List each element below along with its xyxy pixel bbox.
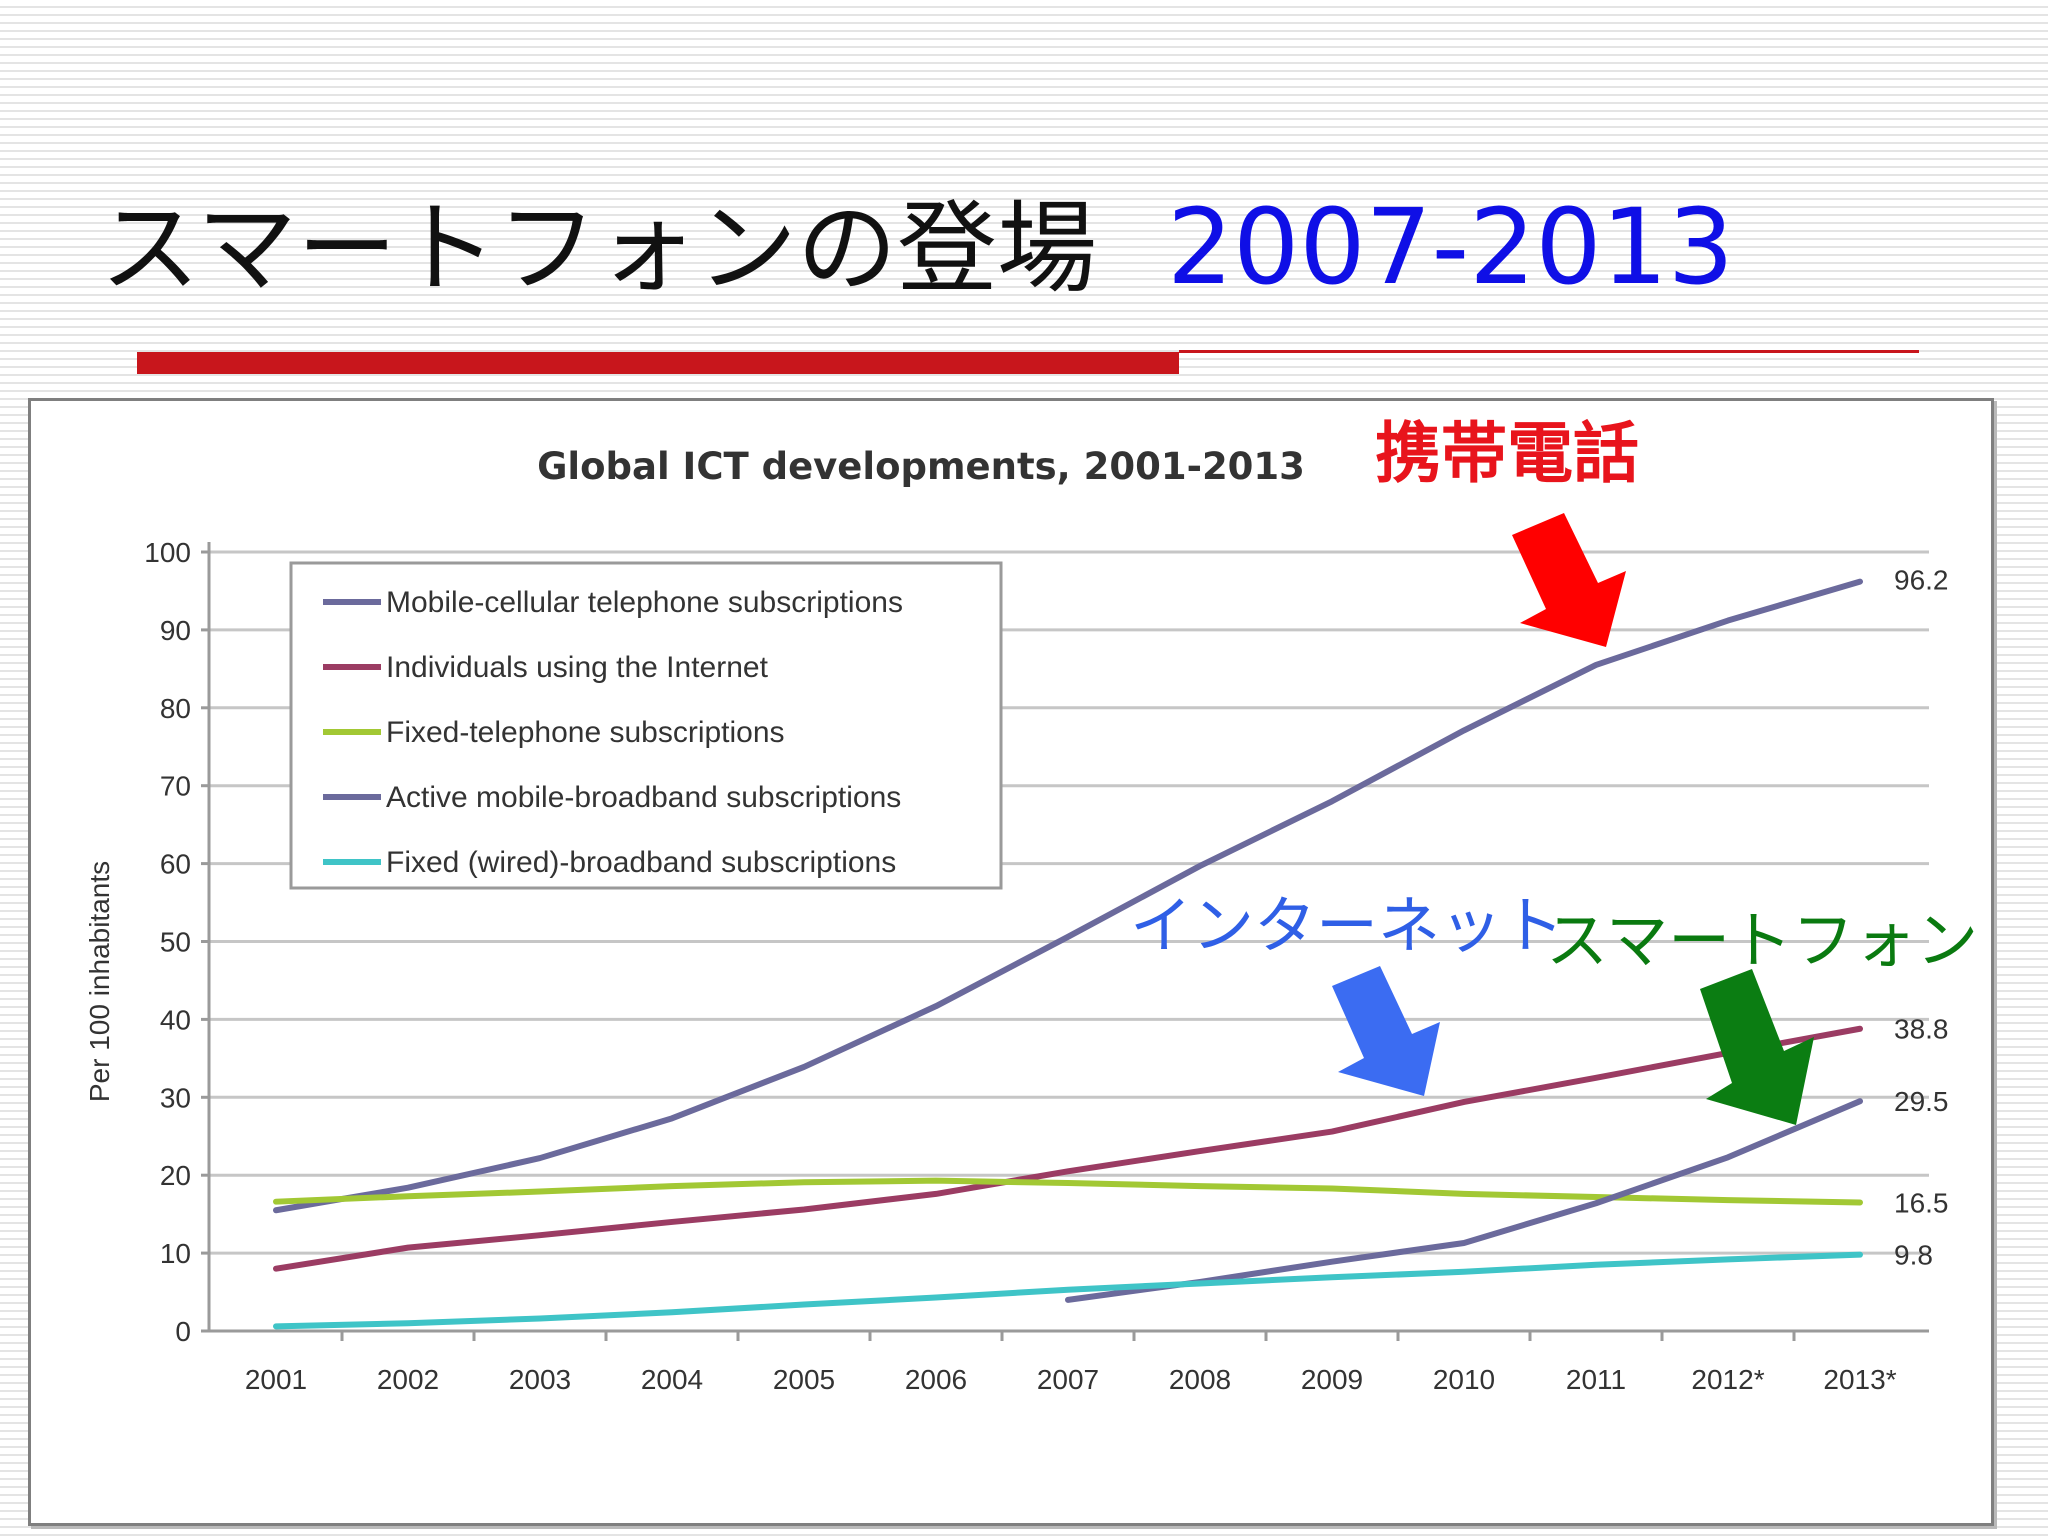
legend-label: Individuals using the Internet — [386, 651, 769, 684]
y-tick-label: 30 — [160, 1082, 191, 1113]
legend-label: Mobile-cellular telephone subscriptions — [386, 586, 903, 619]
x-tick-label: 2007 — [1037, 1364, 1099, 1395]
chart-frame: Global ICT developments, 2001-2013 0 10 20 3… — [28, 398, 1994, 1526]
x-tick-label: 2001 — [245, 1364, 307, 1395]
title-underline-thin — [1179, 350, 1919, 353]
series-line-4 — [273, 1251, 1863, 1330]
blue-arrow-icon — [1332, 966, 1440, 1096]
y-tick-label: 90 — [160, 615, 191, 646]
chart-title: Global ICT developments, 2001-2013 — [537, 445, 1305, 488]
y-axis-label: Per 100 inhabitants — [84, 861, 115, 1102]
legend-label: Active mobile-broadband subscriptions — [386, 781, 901, 814]
x-tick-label: 2008 — [1169, 1364, 1231, 1395]
end-value-label: 16.5 — [1894, 1187, 1949, 1218]
x-tick-label: 2003 — [509, 1364, 571, 1395]
slide-title-text: スマートフォンの登場 — [100, 190, 1097, 307]
end-value-label: 29.5 — [1894, 1086, 1949, 1117]
x-tick-label: 2002 — [377, 1364, 439, 1395]
end-value-label: 96.2 — [1894, 565, 1949, 596]
x-tick-label: 2005 — [773, 1364, 835, 1395]
y-tick-label: 80 — [160, 693, 191, 724]
x-tick-label: 2010 — [1433, 1364, 1495, 1395]
x-tick-label: 2004 — [641, 1364, 703, 1395]
y-tick-label: 10 — [160, 1238, 191, 1269]
end-value-label: 38.8 — [1894, 1014, 1949, 1045]
line-chart: Global ICT developments, 2001-2013 0 10 20 3… — [84, 445, 1949, 1395]
y-tick-label: 100 — [144, 537, 191, 568]
series-line-0 — [273, 578, 1863, 1214]
annotation-smartphone: スマートフォン — [1546, 904, 1979, 977]
annotation-mobile-phone: 携帯電話 — [1375, 414, 1639, 492]
legend-label: Fixed-telephone subscriptions — [386, 716, 785, 749]
x-tick-label: 2009 — [1301, 1364, 1363, 1395]
slide-title: スマートフォンの登場 2007-2013 — [100, 195, 1734, 299]
series-line-1 — [273, 1025, 1863, 1272]
red-arrow-icon — [1512, 513, 1626, 647]
legend-label: Fixed (wired)-broadband subscriptions — [386, 846, 896, 879]
end-value-label: 9.8 — [1894, 1240, 1933, 1271]
slide-title-years: 2007-2013 — [1167, 186, 1734, 308]
series-line-2 — [273, 1177, 1863, 1206]
y-tick-label: 20 — [160, 1160, 191, 1191]
green-arrow-icon — [1700, 969, 1814, 1125]
title-underline-thick — [137, 352, 1179, 374]
y-tick-label: 70 — [160, 771, 191, 802]
y-tick-label: 40 — [160, 1004, 191, 1035]
annotation-internet: インターネット — [1130, 889, 1565, 962]
x-tick-label: 2013* — [1823, 1364, 1896, 1395]
legend-box — [289, 561, 1003, 890]
y-tick-label: 0 — [175, 1316, 191, 1347]
y-tick-label: 50 — [160, 927, 191, 958]
x-tick-label: 2012* — [1691, 1364, 1764, 1395]
x-tick-label: 2011 — [1566, 1364, 1626, 1395]
y-tick-label: 60 — [160, 849, 191, 880]
x-tick-label: 2006 — [905, 1364, 967, 1395]
